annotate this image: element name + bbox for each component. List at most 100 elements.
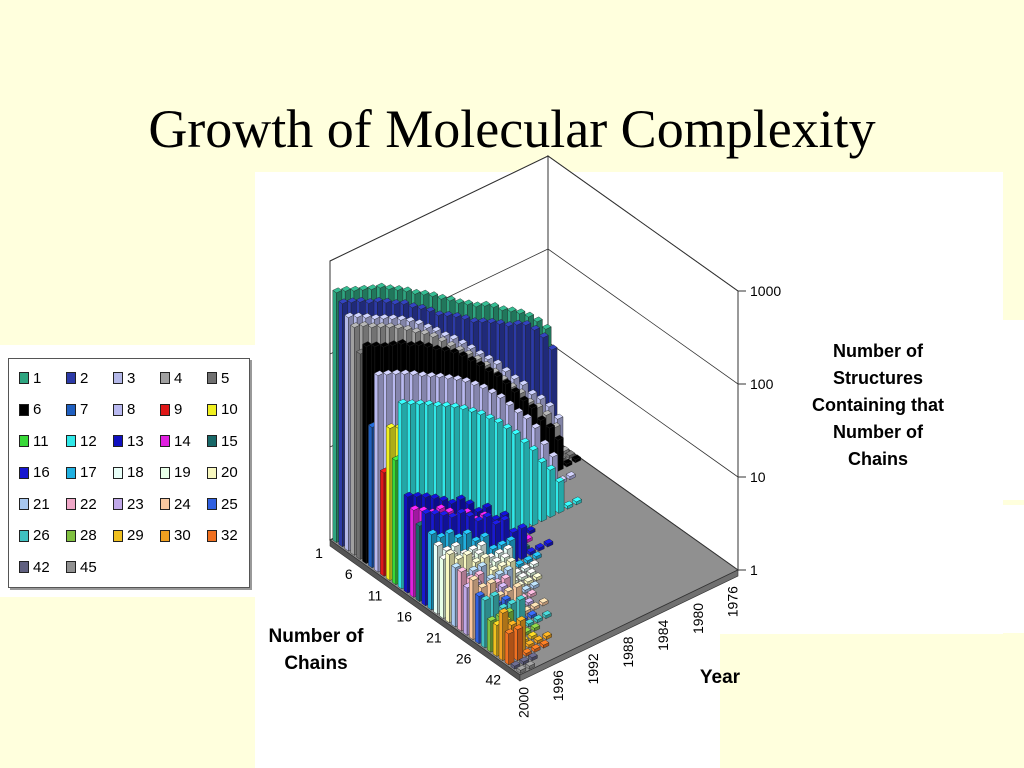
bar-face <box>538 597 549 604</box>
bar-face <box>517 523 528 529</box>
bar-face <box>476 540 487 547</box>
x-tick-label: 11 <box>368 587 383 603</box>
bar-face <box>530 324 541 331</box>
legend-swatch <box>207 435 217 447</box>
bar-face <box>469 380 480 386</box>
legend-item: 16 <box>19 462 50 484</box>
bar-face <box>541 610 552 616</box>
legend-swatch <box>66 372 76 384</box>
bar-face <box>338 298 349 305</box>
y-tick-label: 1976 <box>725 586 741 617</box>
bar-chains-16-year-1989 <box>517 523 528 561</box>
bar-face <box>435 372 445 379</box>
gridline <box>329 155 739 292</box>
legend-swatch <box>66 498 76 510</box>
x-axis-label: Number of Chains <box>268 626 364 674</box>
bar-face <box>439 556 444 619</box>
legend-label: 5 <box>221 369 230 387</box>
bar-face <box>421 511 426 607</box>
bar-face <box>454 298 465 305</box>
bar-face <box>502 423 513 430</box>
legend-label: 23 <box>127 495 144 513</box>
bar-face <box>481 597 486 649</box>
bar-face <box>433 543 438 615</box>
bar-face <box>362 341 372 347</box>
bar-face <box>405 340 416 347</box>
bar-chains-12-year-1986 <box>519 437 530 531</box>
legend-item: 5 <box>207 367 229 389</box>
bar-face <box>486 317 497 324</box>
bar-face <box>380 470 385 577</box>
legend-item: 26 <box>19 525 50 547</box>
bar-face <box>386 425 391 581</box>
bar-face <box>526 568 537 574</box>
legend-swatch <box>113 372 123 384</box>
bar-face <box>516 615 526 622</box>
bar-face <box>440 345 451 352</box>
z-tick-label: 10 <box>750 469 766 485</box>
legend-item: 10 <box>207 399 238 421</box>
legend-label: 3 <box>127 369 136 387</box>
bar-face <box>503 544 513 550</box>
legend-item: 29 <box>113 525 144 547</box>
legend-swatch <box>66 529 76 542</box>
bar-face <box>524 639 535 646</box>
bar-face <box>412 491 423 498</box>
bar-face <box>539 439 550 446</box>
bar-chains-6-year-1977 <box>562 458 573 468</box>
bar-face <box>441 401 452 408</box>
legend-label: 14 <box>174 432 191 450</box>
legend-swatch <box>207 498 217 510</box>
bar-face <box>358 321 369 327</box>
bar-face <box>466 343 477 350</box>
bar-face <box>385 423 396 429</box>
bar-face <box>554 479 559 514</box>
bar-face <box>506 306 517 313</box>
bar-chains-26-year-1993 <box>541 610 552 620</box>
legend-item: 9 <box>160 399 182 421</box>
legend-label: 11 <box>33 432 49 450</box>
bar-chains-24-year-1992 <box>538 597 549 607</box>
bar-face <box>420 329 430 335</box>
bar-face <box>563 500 574 507</box>
bar-chains-24-year-1993 <box>530 601 540 611</box>
legend-swatch <box>160 529 170 542</box>
bar-face <box>542 410 552 416</box>
legend-item: 13 <box>113 430 144 452</box>
legend-swatch <box>160 435 170 447</box>
legend-item: 23 <box>113 493 144 515</box>
bar-face <box>428 332 439 338</box>
bar-face <box>373 370 384 377</box>
legend-label: 18 <box>127 464 144 481</box>
bar-face <box>519 656 530 663</box>
bar-face <box>482 512 493 518</box>
bar-face <box>445 295 456 302</box>
bar-chains-12-year-1981 <box>563 500 574 510</box>
bar-face <box>435 504 446 510</box>
bar-face <box>508 631 515 666</box>
bar-face <box>449 347 460 354</box>
bar-face <box>396 315 407 321</box>
legend-item: 3 <box>113 367 135 389</box>
bar-face <box>419 289 430 296</box>
bar-face <box>367 284 378 291</box>
bar-face <box>332 289 337 543</box>
bar-face <box>554 476 565 483</box>
legend-label: 10 <box>221 401 238 418</box>
bar-face <box>370 314 381 320</box>
bar-face <box>444 528 455 534</box>
bar-chains-17-year-1988 <box>532 551 542 561</box>
bar-face <box>511 431 516 535</box>
legend-label: 6 <box>33 401 42 418</box>
legend-item: 28 <box>66 525 97 547</box>
bar-face <box>534 542 545 549</box>
bar-face <box>486 578 497 585</box>
bar-face <box>471 557 482 564</box>
bar-face <box>344 314 349 552</box>
bar-face <box>382 369 393 376</box>
bar-face <box>460 314 471 320</box>
y-tick-label: 1980 <box>690 603 706 634</box>
bar-face <box>379 341 390 348</box>
chart-panel-edge <box>1002 320 1024 500</box>
